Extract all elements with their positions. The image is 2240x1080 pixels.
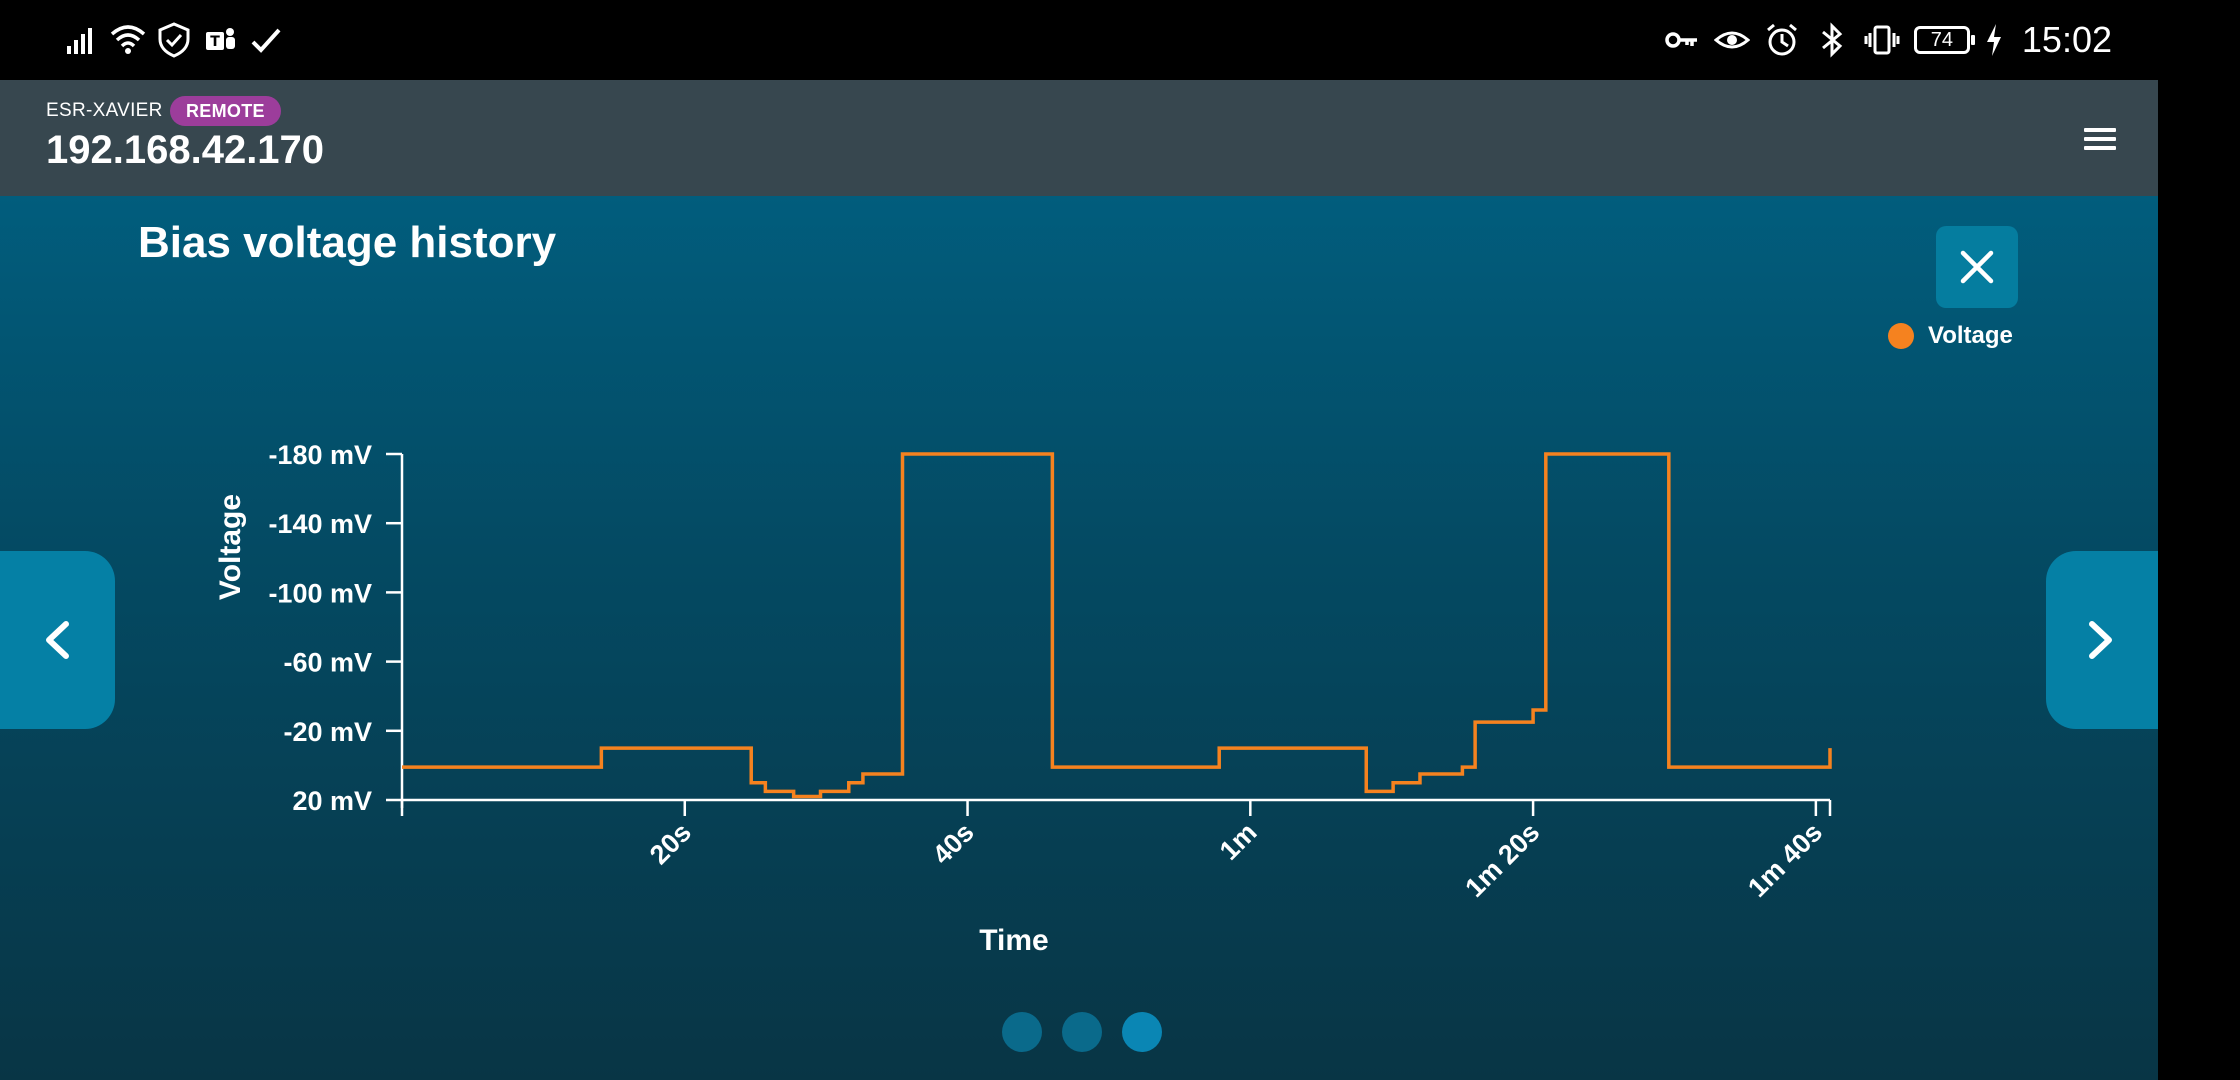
- y-tick-label: -140 mV: [268, 509, 372, 539]
- close-button[interactable]: [1936, 226, 2018, 308]
- bluetooth-icon: [1821, 22, 1843, 58]
- next-page-button[interactable]: [2046, 551, 2158, 729]
- shield-check-icon: [158, 22, 190, 58]
- charging-icon: [1986, 24, 2001, 56]
- device-ip: 192.168.42.170: [46, 128, 325, 172]
- y-axis: -180 mV -140 mV -100 mV -60 mV -20 mV 20 mV: [268, 440, 404, 816]
- status-bar: T 74 15:02: [0, 0, 2240, 80]
- page-dot-3[interactable]: [1122, 1012, 1162, 1052]
- legend-swatch-voltage: [1888, 323, 1914, 349]
- y-tick-label: 20 mV: [292, 786, 372, 816]
- chevron-left-icon: [46, 621, 69, 659]
- clock: 15:02: [2021, 19, 2112, 60]
- teams-icon: T: [206, 28, 235, 50]
- signal-icon: [67, 28, 92, 54]
- hamburger-icon: [2084, 128, 2116, 132]
- close-icon: [1960, 250, 1994, 284]
- menu-button[interactable]: [2084, 124, 2120, 154]
- eye-icon: [1713, 31, 1750, 49]
- x-tick-label: 20s: [644, 817, 697, 870]
- page-title: Bias voltage history: [138, 218, 557, 267]
- svg-text:T: T: [210, 34, 220, 50]
- chart-panel: Bias voltage history Voltage -180 mV -140…: [0, 196, 2158, 1080]
- voltage-chart: -180 mV -140 mV -100 mV -60 mV -20 mV 20 mV 2…: [214, 440, 1832, 957]
- key-icon: [1665, 32, 1697, 48]
- remote-badge: REMOTE: [170, 96, 281, 126]
- battery-indicator: 74: [1913, 26, 1975, 54]
- wifi-icon: [110, 25, 146, 54]
- alarm-icon: [1766, 23, 1797, 56]
- check-icon: [251, 28, 281, 53]
- x-tick-label: 1m: [1214, 817, 1263, 866]
- chart-series: [402, 452, 1832, 799]
- y-tick-label: -100 mV: [268, 578, 372, 608]
- legend-label-voltage: Voltage: [1928, 322, 2013, 349]
- chart-legend: Voltage: [1888, 322, 2013, 350]
- y-tick-label: -20 mV: [283, 717, 372, 747]
- x-axis-label: Time: [979, 924, 1048, 957]
- status-bar-left: T: [64, 18, 284, 62]
- x-tick-label: 1m 20s: [1459, 817, 1545, 903]
- previous-page-button[interactable]: [0, 551, 115, 729]
- app-window: ESR-XAVIER REMOTE 192.168.42.170 Bias vo…: [0, 80, 2158, 1080]
- status-bar-right: 74 15:02: [1664, 18, 2112, 62]
- app-header: ESR-XAVIER REMOTE 192.168.42.170: [0, 80, 2158, 196]
- y-axis-label: Voltage: [214, 494, 247, 600]
- page-indicator: [1002, 1012, 1162, 1052]
- y-tick-label: -60 mV: [283, 648, 372, 678]
- vibrate-icon: [1864, 25, 1900, 55]
- x-tick-label: 1m 40s: [1742, 817, 1828, 903]
- y-tick-label: -180 mV: [268, 440, 372, 470]
- page-dot-1[interactable]: [1002, 1012, 1042, 1052]
- device-name: ESR-XAVIER: [46, 100, 163, 121]
- screen-edge: [2158, 80, 2240, 1080]
- page-dot-2[interactable]: [1062, 1012, 1102, 1052]
- x-axis: 20s 40s 1m 1m 20s 1m 40s: [400, 798, 1832, 903]
- x-tick-label: 40s: [927, 817, 980, 870]
- voltage-series-line: [402, 452, 1832, 799]
- chevron-right-icon: [2089, 621, 2112, 659]
